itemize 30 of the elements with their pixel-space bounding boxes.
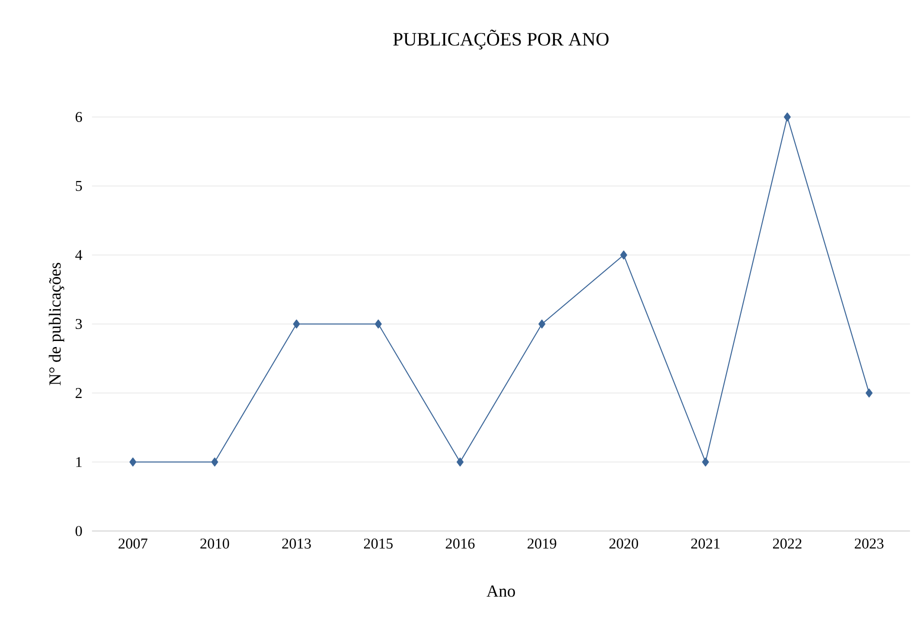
y-tick-label: 5 xyxy=(76,181,82,191)
point xyxy=(293,320,300,328)
point xyxy=(456,458,464,466)
x-tick-label: 2016 xyxy=(446,538,475,549)
point xyxy=(784,112,791,122)
x-tick-label: 2007 xyxy=(118,538,148,549)
point xyxy=(211,458,218,466)
y-tick-label: 4 xyxy=(75,250,82,260)
y-tick-label: 2 xyxy=(76,388,82,398)
x-tick-label: 2021 xyxy=(691,538,720,549)
y-tick-label: 1 xyxy=(76,457,82,467)
x-tick-label: 2023 xyxy=(854,538,884,549)
point xyxy=(374,320,382,328)
point xyxy=(702,458,710,466)
y-tick-label: 3 xyxy=(76,318,82,330)
y-axis-title: N° de publicações xyxy=(48,262,64,386)
x-tick-label: 2020 xyxy=(609,538,638,549)
y-tick-label: 0 xyxy=(76,526,82,536)
x-tick-label: 2022 xyxy=(773,538,802,549)
x-tick-label: 2013 xyxy=(282,538,311,549)
point xyxy=(538,320,546,328)
x-tick-label: 2015 xyxy=(364,538,393,549)
chart-title: PUBLICAÇÕES POR ANO xyxy=(393,30,609,50)
x-axis-title: Ano xyxy=(486,585,515,597)
y-tick-label: 6 xyxy=(76,112,82,122)
point xyxy=(129,458,136,466)
point xyxy=(866,388,873,398)
point xyxy=(620,250,628,260)
x-tick-label: 2010 xyxy=(200,538,230,549)
x-tick-label: 2019 xyxy=(528,538,556,549)
